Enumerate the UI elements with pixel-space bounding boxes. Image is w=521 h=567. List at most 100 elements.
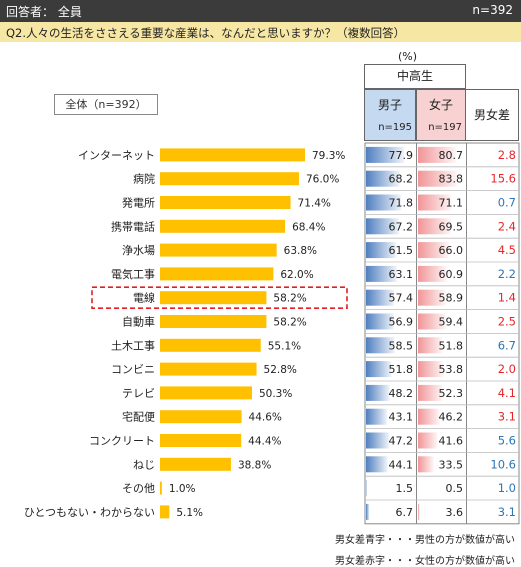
category-label: 発電所 — [122, 196, 155, 210]
total-value-label: 62.0% — [280, 269, 313, 281]
total-bar — [160, 219, 286, 233]
male-value: 71.8 — [389, 197, 414, 210]
male-n: n=195 — [378, 122, 412, 133]
total-value-label: 5.1% — [176, 507, 203, 519]
male-value: 57.4 — [389, 292, 414, 305]
question-text: Q2.人々の生活をささえる重要な産業は、なんだと思いますか？（複数回答） — [6, 26, 406, 40]
male-bar — [366, 242, 397, 259]
female-bar — [418, 289, 446, 306]
female-value: 71.1 — [439, 197, 464, 210]
gender-diff-value: 2.8 — [498, 148, 516, 162]
male-bar — [366, 456, 388, 473]
total-value-label: 44.4% — [248, 436, 281, 448]
female-bar — [418, 503, 420, 520]
female-bar — [418, 265, 447, 282]
female-bar — [418, 218, 451, 235]
female-value: 66.0 — [439, 244, 464, 257]
total-value-label: 63.8% — [284, 245, 317, 257]
total-bar — [160, 457, 231, 471]
gender-diff-value: 0.7 — [498, 196, 516, 210]
female-bar — [418, 384, 443, 401]
male-bar — [366, 313, 394, 330]
category-label: 宅配便 — [122, 410, 155, 424]
gender-diff-value: 4.5 — [498, 243, 516, 257]
category-label: インターネット — [78, 149, 155, 162]
female-value: 58.9 — [439, 292, 464, 305]
question-bar: Q2.人々の生活をささえる重要な産業は、なんだと思いますか？（複数回答） — [0, 22, 521, 42]
female-value: 52.3 — [439, 387, 464, 400]
total-value-label: 76.0% — [306, 174, 339, 186]
male-bar — [366, 218, 399, 235]
male-bar — [366, 337, 395, 354]
category-label: 電気工事 — [111, 267, 155, 281]
total-bar — [160, 434, 242, 447]
total-bar — [160, 196, 291, 209]
male-bar — [366, 480, 367, 497]
gender-diff-value: 4.1 — [498, 386, 516, 400]
male-value: 67.2 — [389, 220, 414, 233]
total-bar — [160, 291, 267, 305]
male-value: 43.1 — [389, 411, 414, 424]
female-value: 53.8 — [439, 363, 464, 376]
total-n-label: n=392 — [472, 3, 513, 17]
category-label: 土木工事 — [111, 339, 155, 352]
female-value: 33.5 — [439, 458, 464, 471]
category-label: その他 — [122, 482, 155, 495]
units-label: (%) — [398, 50, 418, 63]
gender-diff-value: 1.4 — [498, 291, 516, 305]
male-bar — [366, 503, 370, 520]
total-bar — [160, 481, 162, 495]
male-column-header: 男子 n=195 — [364, 89, 416, 141]
total-bar — [160, 172, 299, 186]
total-value-label: 58.2% — [273, 293, 306, 305]
male-value: 56.9 — [389, 316, 414, 329]
total-bar — [160, 362, 257, 376]
gender-diff-value: 10.6 — [490, 457, 516, 471]
gender-diff-value: 2.4 — [498, 219, 516, 233]
female-value: 51.8 — [439, 339, 464, 352]
total-value-label: 68.4% — [292, 221, 325, 233]
female-column-header: 女子 n=197 — [416, 89, 466, 141]
total-bar — [160, 148, 305, 162]
female-bar — [418, 361, 444, 378]
male-value: 58.5 — [389, 339, 414, 352]
female-label: 女子 — [428, 98, 453, 112]
category-label: コンビニ — [111, 363, 155, 376]
category-label: 携帯電話 — [111, 219, 155, 233]
gender-diff-value: 3.1 — [498, 410, 516, 424]
male-bar — [366, 170, 400, 187]
total-value-label: 44.6% — [249, 412, 282, 424]
total-value-label: 71.4% — [298, 198, 331, 210]
male-value: 44.1 — [389, 458, 414, 471]
gender-diff-value: 1.0 — [498, 481, 516, 495]
respondents-label: 回答者： 全員 — [6, 5, 82, 19]
female-bar — [418, 432, 438, 449]
male-value: 47.2 — [389, 435, 414, 448]
total-value-label: 1.0% — [169, 483, 196, 495]
male-value: 61.5 — [389, 244, 414, 257]
male-bar — [366, 194, 402, 211]
category-label: 自動車 — [122, 315, 155, 329]
female-value: 69.5 — [439, 220, 464, 233]
female-bar — [418, 408, 440, 425]
total-bar — [160, 386, 252, 400]
male-value: 48.2 — [389, 387, 414, 400]
female-bar — [418, 146, 456, 163]
male-value: 68.2 — [389, 173, 414, 186]
male-bar — [366, 146, 405, 163]
category-label: 電線 — [133, 291, 155, 305]
gender-diff-value: 15.6 — [490, 172, 516, 186]
female-value: 83.8 — [439, 173, 464, 186]
male-bar — [366, 361, 392, 378]
female-bar — [418, 337, 443, 354]
male-value: 77.9 — [389, 149, 414, 162]
female-bar — [418, 170, 458, 187]
total-bar — [160, 338, 261, 352]
category-label: 浄水場 — [122, 243, 155, 257]
gender-diff-value: 2.2 — [498, 267, 516, 281]
category-label: コンクリート — [89, 435, 155, 448]
category-label: ねじ — [133, 458, 155, 471]
gender-diff-value: 2.0 — [498, 362, 516, 376]
total-bar — [160, 505, 170, 519]
